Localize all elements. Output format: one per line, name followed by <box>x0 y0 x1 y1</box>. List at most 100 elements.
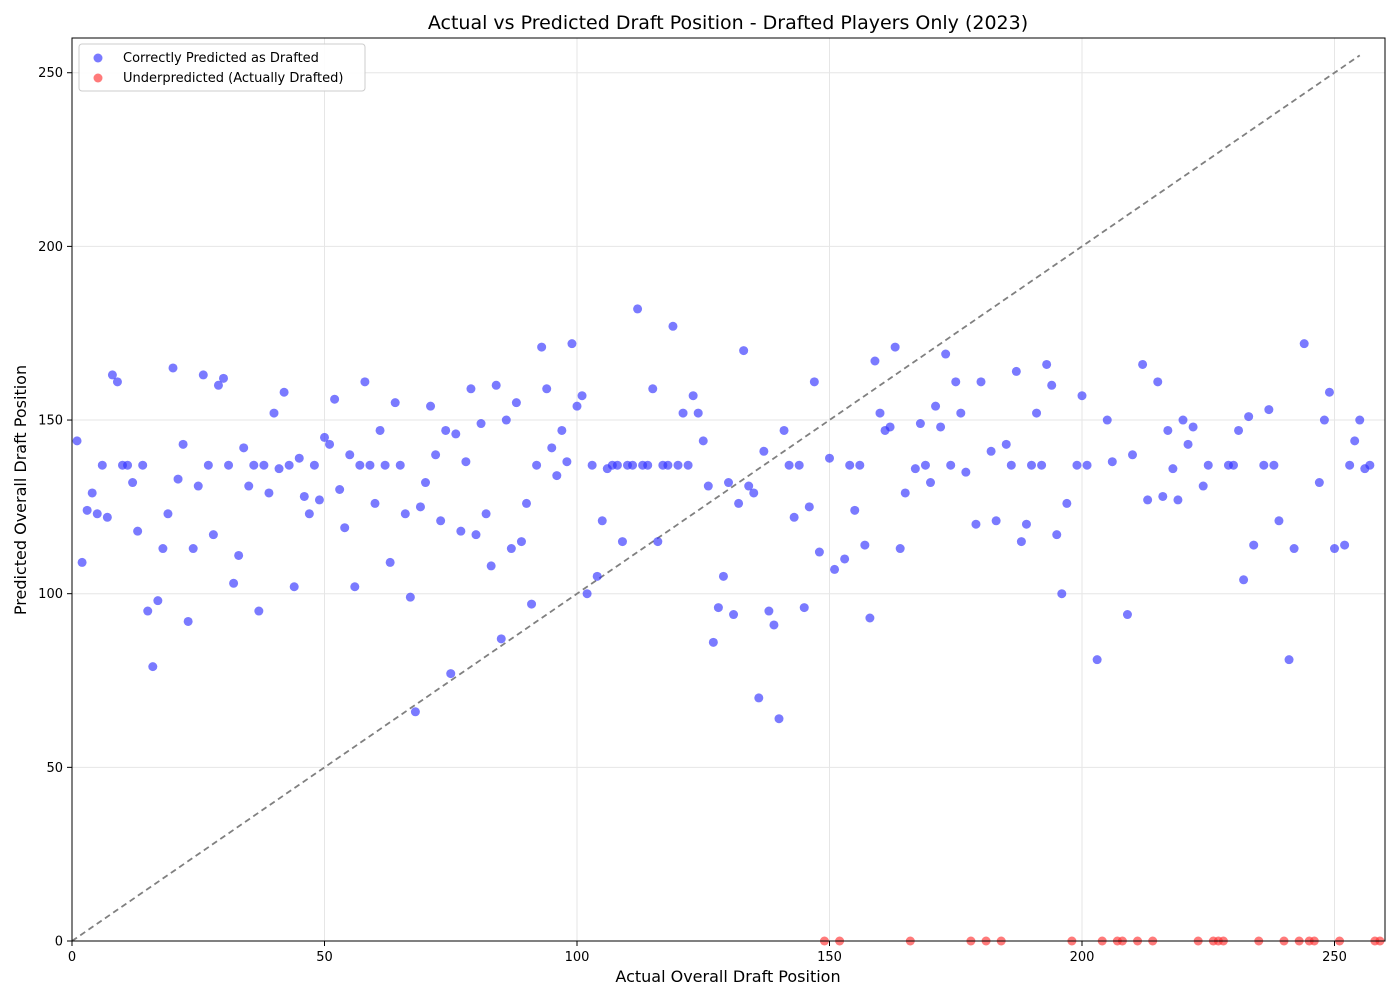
point-correctly-predicted <box>511 398 521 408</box>
point-correctly-predicted <box>304 509 314 519</box>
point-correctly-predicted <box>102 512 112 522</box>
point-correctly-predicted <box>143 606 153 616</box>
point-correctly-predicted <box>552 471 562 481</box>
point-correctly-predicted <box>345 450 355 460</box>
point-correctly-predicted <box>1264 405 1274 415</box>
point-correctly-predicted <box>471 530 481 540</box>
point-correctly-predicted <box>537 342 547 352</box>
y-tick-label: 0 <box>55 935 63 950</box>
point-correctly-predicted <box>385 557 395 567</box>
point-correctly-predicted <box>375 425 385 435</box>
point-correctly-predicted <box>264 488 274 498</box>
legend-marker-underpredicted <box>93 73 103 83</box>
point-correctly-predicted <box>971 519 981 529</box>
point-correctly-predicted <box>213 380 223 390</box>
point-correctly-predicted <box>597 516 607 526</box>
point-correctly-predicted <box>1244 412 1254 422</box>
point-correctly-predicted <box>1102 415 1112 425</box>
point-correctly-predicted <box>734 498 744 508</box>
point-correctly-predicted <box>577 391 587 401</box>
point-correctly-predicted <box>1072 460 1082 470</box>
point-correctly-predicted <box>289 582 299 592</box>
point-correctly-predicted <box>1203 460 1213 470</box>
point-correctly-predicted <box>330 394 340 404</box>
point-correctly-predicted <box>799 603 809 613</box>
point-correctly-predicted <box>668 321 678 331</box>
point-correctly-predicted <box>486 561 496 571</box>
point-correctly-predicted <box>1021 519 1031 529</box>
point-correctly-predicted <box>1274 516 1284 526</box>
chart-title: Actual vs Predicted Draft Position - Dra… <box>428 12 1028 34</box>
point-correctly-predicted <box>754 693 764 703</box>
point-correctly-predicted <box>1229 460 1238 470</box>
point-correctly-predicted <box>198 370 208 380</box>
point-correctly-predicted <box>789 512 799 522</box>
point-correctly-predicted <box>1057 589 1067 599</box>
point-correctly-predicted <box>875 408 885 418</box>
x-tick-label: 150 <box>817 950 842 965</box>
point-correctly-predicted <box>320 432 329 442</box>
point-correctly-predicted <box>648 384 658 394</box>
point-correctly-predicted <box>314 495 324 505</box>
point-correctly-predicted <box>814 547 824 557</box>
point-correctly-predicted <box>1340 540 1350 550</box>
point-correctly-predicted <box>415 502 425 512</box>
point-correctly-predicted <box>976 377 986 387</box>
point-correctly-predicted <box>1269 460 1279 470</box>
point-correctly-predicted <box>1138 359 1148 369</box>
point-correctly-predicted <box>395 460 405 470</box>
point-correctly-predicted <box>850 505 860 515</box>
point-correctly-predicted <box>809 377 819 387</box>
point-correctly-predicted <box>779 425 789 435</box>
point-correctly-predicted <box>769 620 779 630</box>
point-correctly-predicted <box>794 460 804 470</box>
point-correctly-predicted <box>72 436 82 446</box>
point-correctly-predicted <box>426 401 436 411</box>
point-correctly-predicted <box>239 443 249 453</box>
point-correctly-predicted <box>309 460 319 470</box>
point-correctly-predicted <box>628 460 638 470</box>
x-tick-label: 0 <box>68 950 76 965</box>
point-correctly-predicted <box>587 460 597 470</box>
point-correctly-predicted <box>920 460 930 470</box>
point-correctly-predicted <box>370 498 380 508</box>
point-correctly-predicted <box>446 669 456 679</box>
point-correctly-predicted <box>97 460 107 470</box>
point-correctly-predicted <box>713 603 723 613</box>
point-correctly-predicted <box>501 415 511 425</box>
point-correctly-predicted <box>193 481 203 491</box>
y-tick-label: 250 <box>38 66 63 81</box>
legend-marker-correctly-predicted <box>93 53 103 63</box>
point-correctly-predicted <box>208 530 218 540</box>
plot-area-frame <box>71 37 1386 942</box>
point-correctly-predicted <box>82 505 92 515</box>
point-correctly-predicted <box>936 422 946 432</box>
point-correctly-predicted <box>1355 415 1365 425</box>
y-tick-label: 200 <box>38 240 63 255</box>
point-correctly-predicted <box>234 550 244 560</box>
point-correctly-predicted <box>1178 415 1188 425</box>
point-correctly-predicted <box>774 714 784 724</box>
point-correctly-predicted <box>784 460 794 470</box>
point-correctly-predicted <box>840 554 850 564</box>
point-correctly-predicted <box>1299 339 1309 349</box>
point-correctly-predicted <box>1047 380 1057 390</box>
point-correctly-predicted <box>1319 415 1329 425</box>
point-correctly-predicted <box>203 460 213 470</box>
point-correctly-predicted <box>1158 491 1168 501</box>
point-correctly-predicted <box>299 491 309 501</box>
point-correctly-predicted <box>355 460 365 470</box>
y-tick-label: 50 <box>46 761 63 776</box>
point-correctly-predicted <box>895 544 905 554</box>
point-correctly-predicted <box>865 613 875 623</box>
point-correctly-predicted <box>708 637 718 647</box>
point-correctly-predicted <box>1128 450 1137 460</box>
x-tick-label: 250 <box>1322 950 1347 965</box>
point-correctly-predicted <box>1345 460 1355 470</box>
point-correctly-predicted <box>673 460 683 470</box>
point-correctly-predicted <box>915 419 925 429</box>
point-correctly-predicted <box>1042 359 1052 369</box>
point-correctly-predicted <box>133 526 143 536</box>
point-correctly-predicted <box>1183 439 1193 449</box>
point-correctly-predicted <box>158 544 168 554</box>
